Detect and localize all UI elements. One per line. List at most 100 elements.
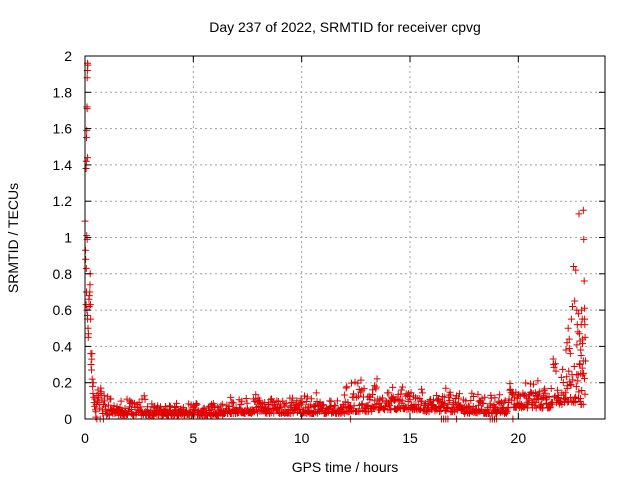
data-point	[547, 403, 555, 411]
data-point	[534, 377, 542, 385]
data-point	[96, 390, 104, 398]
data-point	[267, 395, 275, 403]
data-point	[508, 396, 516, 404]
data-point	[559, 365, 567, 373]
data-point	[84, 330, 92, 338]
data-point	[441, 399, 449, 407]
data-point	[137, 403, 145, 411]
data-point	[227, 393, 235, 401]
data-point	[360, 385, 368, 393]
data-point	[567, 381, 575, 389]
data-point	[455, 390, 463, 398]
data-point	[580, 369, 588, 377]
data-point	[474, 390, 482, 398]
data-point	[565, 367, 573, 375]
data-point	[575, 210, 583, 218]
data-point	[89, 382, 97, 390]
data-point	[418, 397, 426, 405]
y-tick-label: 0.4	[53, 338, 73, 354]
data-point	[552, 367, 560, 375]
data-point	[301, 392, 309, 400]
data-point	[492, 410, 500, 418]
data-point	[566, 350, 574, 358]
data-point	[578, 387, 586, 395]
data-point	[557, 373, 565, 381]
data-point	[385, 389, 393, 397]
data-point	[255, 396, 263, 404]
data-point	[418, 389, 426, 397]
y-tick-label: 0.6	[53, 302, 73, 318]
x-axis-label: GPS time / hours	[292, 459, 399, 475]
data-point	[565, 335, 573, 343]
data-point	[303, 393, 311, 401]
data-point	[536, 388, 544, 396]
data-point	[354, 392, 362, 400]
data-point	[282, 399, 290, 407]
data-point	[193, 400, 201, 408]
data-point	[564, 324, 572, 332]
data-point	[561, 389, 569, 397]
data-point	[563, 339, 571, 347]
data-point	[581, 333, 589, 341]
data-point	[525, 396, 533, 404]
x-tick-label: 0	[81, 430, 89, 446]
data-point	[192, 399, 200, 407]
data-point	[572, 266, 580, 274]
data-point	[289, 394, 297, 402]
data-point	[455, 394, 463, 402]
data-point	[570, 398, 578, 406]
data-point	[173, 399, 181, 407]
data-point	[579, 340, 587, 348]
data-point	[515, 391, 523, 399]
data-point	[97, 388, 105, 396]
data-point	[339, 408, 347, 416]
data-point	[121, 404, 129, 412]
data-point	[543, 399, 551, 407]
data-point	[522, 379, 530, 387]
data-point	[86, 301, 94, 309]
data-point	[581, 321, 589, 329]
data-point	[107, 395, 115, 403]
data-point	[88, 350, 96, 358]
data-point	[398, 397, 406, 405]
data-point	[302, 397, 310, 405]
data-point	[573, 341, 581, 349]
data-point	[436, 408, 444, 416]
data-point	[127, 398, 135, 406]
data-point	[571, 297, 579, 305]
data-point	[83, 126, 91, 134]
data-point	[562, 346, 570, 354]
data-point	[574, 328, 582, 336]
data-point	[88, 366, 95, 374]
data-point	[225, 403, 233, 411]
data-point	[417, 385, 425, 393]
data-point	[116, 403, 124, 411]
data-point	[540, 386, 548, 394]
data-point	[252, 391, 260, 399]
data-point	[563, 373, 571, 381]
data-point	[135, 399, 143, 407]
data-point	[575, 330, 583, 338]
data-point	[347, 379, 355, 387]
data-point	[210, 402, 218, 410]
data-point	[550, 363, 558, 371]
data-point	[101, 397, 108, 405]
data-point	[89, 390, 97, 398]
data-point	[574, 377, 582, 385]
data-point	[395, 403, 403, 411]
data-point	[273, 397, 281, 405]
data-point	[104, 401, 112, 409]
data-point	[88, 375, 96, 383]
data-point	[86, 281, 94, 289]
data-point	[365, 392, 373, 400]
data-point	[546, 404, 554, 412]
y-tick-label: 0.8	[53, 266, 73, 282]
data-point	[468, 389, 476, 397]
data-point	[86, 288, 94, 296]
data-point	[95, 399, 103, 407]
data-point	[559, 378, 567, 386]
data-point	[572, 383, 580, 391]
data-point	[579, 371, 587, 379]
data-point	[406, 396, 414, 404]
data-point	[297, 395, 305, 403]
